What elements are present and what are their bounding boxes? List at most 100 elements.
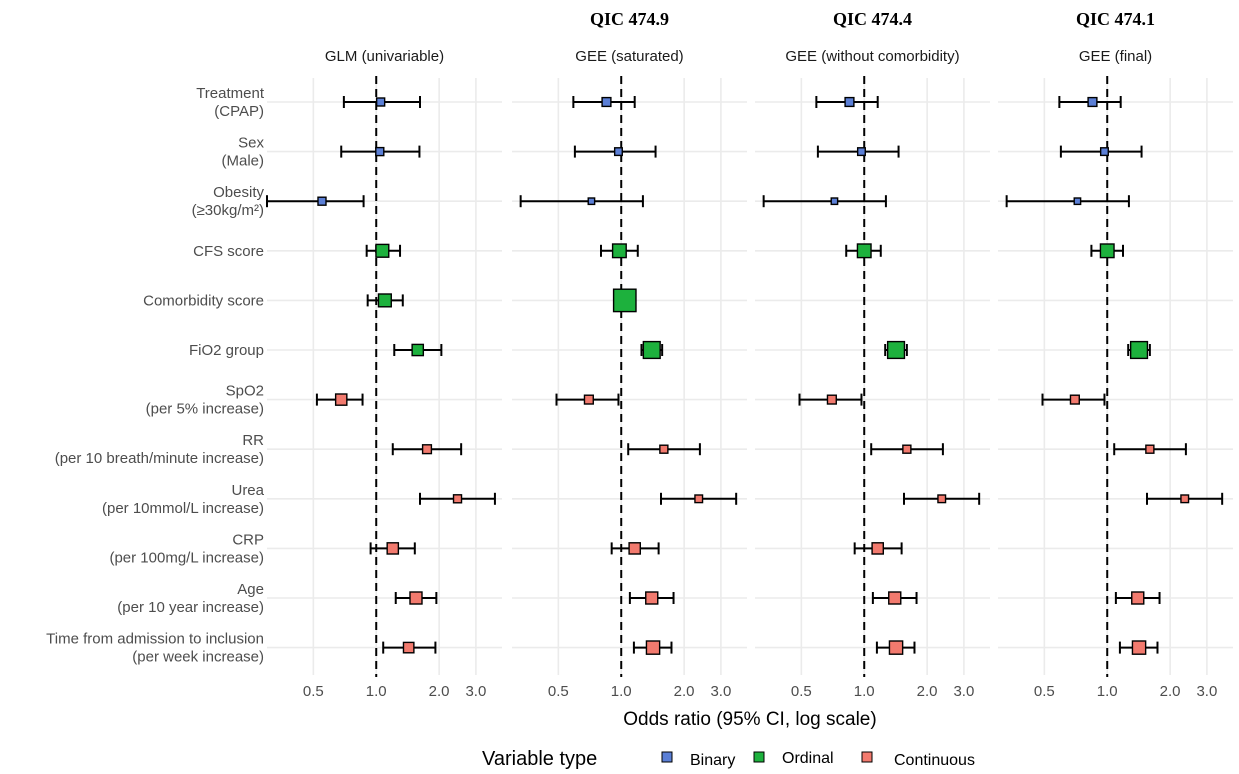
reference-lines (375, 76, 1109, 677)
legend-label-continuous: Continuous (894, 752, 975, 769)
x-axis-title: Odds ratio (95% CI, log scale) (623, 709, 876, 730)
x-tick-label-p1-2: 2.0 (674, 683, 695, 700)
x-tick-label-p2-1: 1.0 (854, 683, 875, 700)
point-estimate-p1-r8 (694, 494, 704, 504)
y-label-1-line-0: Sex (238, 135, 264, 152)
x-tick-label-p2-0: 0.5 (791, 683, 812, 700)
point-estimate-p0-r5 (411, 343, 425, 357)
x-tick-label-p0-3: 3.0 (465, 683, 486, 700)
point-estimate-p3-r2 (1073, 197, 1082, 206)
y-label-11-line-0: Time from admission to inclusion (46, 631, 264, 648)
point-estimate-p2-r0 (844, 96, 855, 108)
point-estimate-p1-r1 (613, 147, 623, 157)
point-estimate-p2-r6 (826, 394, 837, 405)
point-estimate-p2-r3 (856, 243, 872, 259)
y-label-9-line-0: CRP (232, 531, 264, 548)
point-estimate-p3-r6 (1069, 394, 1080, 405)
panel-title-p3: GEE (final) (1079, 48, 1152, 65)
y-label-2-line-0: Obesity (213, 184, 264, 201)
y-label-10-line-1: (per 10 year increase) (117, 599, 264, 616)
point-estimate-p1-r4 (612, 288, 637, 313)
legend: Variable type Binary Ordinal Continuous (482, 748, 975, 770)
y-label-3-line-0: CFS score (193, 243, 264, 260)
point-estimate-p0-r7 (421, 444, 433, 455)
panel-title-p1: GEE (saturated) (575, 48, 683, 65)
point-estimate-p1-r6 (583, 394, 594, 405)
point-estimate-p2-r11 (888, 640, 904, 655)
point-estimate-p1-r2 (587, 197, 596, 206)
point-estimate-p2-r2 (830, 197, 839, 206)
point-estimate-p0-r4 (377, 293, 392, 308)
estimate-marks (266, 96, 1224, 655)
point-estimate-p1-r3 (611, 243, 627, 259)
y-label-1-line-1: (Male) (221, 153, 264, 170)
legend-title: Variable type (482, 748, 597, 770)
point-estimate-p0-r3 (375, 243, 390, 258)
point-estimate-p3-r3 (1099, 243, 1115, 259)
point-estimate-p0-r9 (386, 542, 400, 555)
point-estimate-p1-r7 (659, 444, 669, 454)
y-label-0-line-0: Treatment (196, 85, 265, 102)
x-tick-label-p3-3: 3.0 (1196, 683, 1217, 700)
y-label-2-line-1: (≥30kg/m²) (192, 202, 264, 219)
point-estimate-p0-r0 (375, 97, 386, 107)
point-estimate-p1-r11 (645, 640, 661, 655)
y-label-7-line-1: (per 10 breath/minute increase) (55, 450, 264, 467)
y-label-11-line-1: (per week increase) (132, 649, 264, 666)
legend-key-binary (661, 751, 673, 763)
y-label-5-line-0: FiO2 group (189, 342, 264, 359)
y-label-4-line-0: Comorbidity score (143, 292, 264, 309)
y-label-8-line-1: (per 10mmol/L increase) (102, 500, 264, 517)
point-estimate-p1-r9 (628, 542, 641, 555)
x-tick-label-p3-0: 0.5 (1034, 683, 1055, 700)
x-tick-label-p2-2: 2.0 (917, 683, 938, 700)
point-estimate-p3-r8 (1180, 494, 1190, 504)
point-estimate-p0-r11 (402, 641, 415, 654)
y-label-6-line-0: SpO2 (226, 383, 264, 400)
y-label-8-line-0: Urea (231, 482, 264, 499)
legend-key-ordinal (753, 751, 765, 763)
point-estimate-p3-r7 (1145, 444, 1155, 454)
text-layer: Treatment(CPAP) Sex(Male) Obesity(≥30kg/m²… (46, 9, 1217, 700)
point-estimate-p2-r10 (888, 591, 902, 605)
panel-title-p2: GEE (without comorbidity) (785, 48, 959, 65)
point-estimate-p3-r11 (1131, 640, 1147, 655)
point-estimate-p3-r0 (1087, 96, 1098, 108)
point-estimate-p3-r1 (1099, 147, 1109, 157)
point-estimate-p1-r0 (601, 96, 612, 108)
point-estimate-p0-r1 (375, 146, 385, 157)
point-estimate-p2-r9 (871, 542, 884, 555)
point-estimate-p0-r8 (452, 494, 463, 504)
point-estimate-p0-r2 (317, 196, 327, 206)
x-tick-label-p0-1: 1.0 (366, 683, 387, 700)
legend-key-continuous (861, 751, 873, 763)
x-tick-label-p1-1: 1.0 (611, 683, 632, 700)
panel-qic-p2: QIC 474.4 (833, 9, 912, 29)
x-tick-label-p3-1: 1.0 (1097, 683, 1118, 700)
x-tick-label-p0-2: 2.0 (429, 683, 450, 700)
y-label-9-line-1: (per 100mg/L increase) (109, 549, 264, 566)
x-tick-label-p1-3: 3.0 (710, 683, 731, 700)
x-tick-label-p3-2: 2.0 (1160, 683, 1181, 700)
point-estimate-p2-r8 (937, 494, 947, 504)
point-estimate-p3-r5 (1129, 340, 1149, 360)
point-estimate-p3-r10 (1131, 591, 1145, 605)
y-label-10-line-0: Age (237, 581, 264, 598)
point-estimate-p0-r10 (409, 591, 423, 605)
x-tick-label-p1-0: 0.5 (548, 683, 569, 700)
panel-qic-p1: QIC 474.9 (590, 9, 669, 29)
panel-qic-p3: QIC 474.1 (1076, 9, 1155, 29)
panel-title-p0: GLM (univariable) (325, 48, 444, 65)
y-label-7-line-0: RR (242, 432, 264, 449)
point-estimate-p0-r6 (334, 393, 348, 406)
point-estimate-p2-r7 (902, 444, 912, 454)
y-label-6-line-1: (per 5% increase) (146, 401, 264, 418)
y-label-0-line-1: (CPAP) (214, 103, 264, 120)
point-estimate-p1-r10 (645, 591, 659, 605)
legend-label-ordinal: Ordinal (782, 750, 834, 767)
point-estimate-p1-r5 (642, 340, 661, 360)
point-estimate-p2-r5 (886, 340, 906, 360)
grid-layer (267, 78, 1233, 675)
x-tick-label-p2-3: 3.0 (953, 683, 974, 700)
